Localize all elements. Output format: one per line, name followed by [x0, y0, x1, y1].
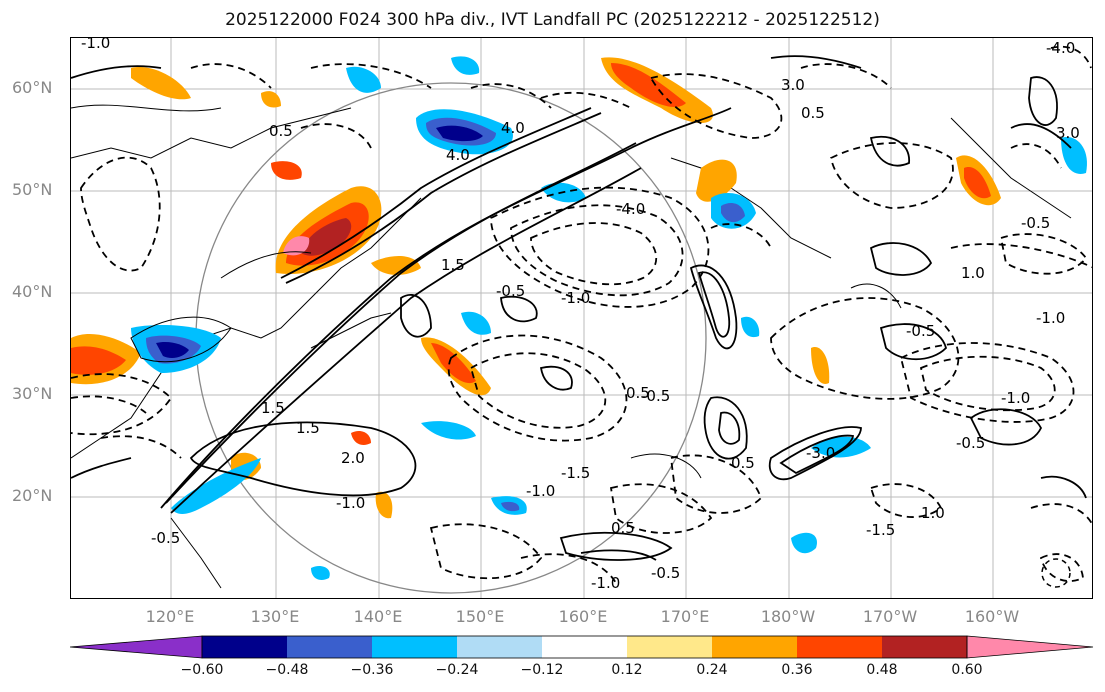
colorbar-tick: 0.12 [611, 662, 643, 678]
contour-label: -1.5 [866, 521, 895, 539]
colorbar-swatch [627, 636, 712, 658]
colorbar-swatch [542, 636, 627, 658]
colorbar-swatch [882, 636, 967, 658]
contour-label: -1.0 [526, 482, 555, 500]
positive-contours [71, 55, 1087, 561]
contour-label: 1.5 [441, 256, 465, 274]
contour-label: -1.0 [81, 38, 110, 52]
contour-label: -1.0 [591, 574, 620, 592]
contour-label: 4.0 [446, 146, 470, 164]
contour-label: 3.0 [781, 76, 805, 94]
colorbar-extend-low [70, 635, 203, 659]
contour-label: -3.0 [806, 444, 835, 462]
contour-label: -0.5 [651, 564, 680, 582]
lon-label-160e: 160°E [558, 607, 608, 626]
map-title: 2025122000 F024 300 hPa div., IVT Landfa… [225, 10, 880, 30]
contour-label: 3.0 [1056, 124, 1080, 142]
contour-label: -0.5 [906, 322, 935, 340]
lon-label-170e: 170°E [660, 607, 710, 626]
contour-label: -4.0 [616, 200, 645, 218]
colorbar-tick: −0.60 [180, 662, 224, 678]
contour-label: -0.5 [496, 282, 525, 300]
colorbar-tick: −0.12 [520, 662, 564, 678]
contour-label: 0.5 [731, 454, 755, 472]
contour-label: 0.5 [801, 104, 825, 122]
colorbar-tick: −0.48 [265, 662, 309, 678]
colorbar-swatch [712, 636, 797, 658]
contour-label: 1.0 [921, 504, 945, 522]
lon-label-140e: 140°E [353, 607, 403, 626]
map-panel: 0.5 1.5 -1.0 3.0 4.0 -4.0 -0.5 -1.0 -0.5… [70, 37, 1093, 599]
contour-label: -1.5 [561, 464, 590, 482]
lon-label-180w: 180°W [760, 607, 816, 626]
colorbar [70, 635, 1094, 659]
contour-label: 0.5 [611, 519, 635, 537]
colorbar-outline [201, 635, 968, 659]
colorbar-swatch [372, 636, 457, 658]
contour-label: -1.0 [1001, 389, 1030, 407]
contour-label: 4.0 [501, 119, 525, 137]
contour-label: -1.0 [1036, 309, 1065, 327]
contour-label: 1.0 [961, 264, 985, 282]
colorbar-tick: 0.36 [781, 662, 813, 678]
colorbar-tick: 0.60 [951, 662, 983, 678]
lat-label-50n: 50°N [12, 180, 53, 199]
negative-contours [71, 45, 1092, 584]
contour-label: -0.5 [1021, 214, 1050, 232]
contour-label: -0.5 [956, 434, 985, 452]
colorbar-tick: 0.24 [696, 662, 728, 678]
lon-label-120e: 120°E [145, 607, 195, 626]
colorbar-tick: −0.36 [350, 662, 394, 678]
graticule [71, 38, 1092, 598]
contour-label: -0.5 [151, 529, 180, 547]
lon-label-170w: 170°W [862, 607, 918, 626]
colorbar-swatch [457, 636, 542, 658]
contour-label: -4.0 [1046, 39, 1075, 57]
lon-label-160w: 160°W [964, 607, 1020, 626]
colorbar-swatch [287, 636, 372, 658]
contour-label: 1.5 [261, 399, 285, 417]
map-plot: 0.5 1.5 -1.0 3.0 4.0 -4.0 -0.5 -1.0 -0.5… [71, 38, 1092, 598]
contour-label: 0.5 [269, 122, 293, 140]
contour-label: 1.5 [296, 419, 320, 437]
lon-label-150e: 150°E [455, 607, 505, 626]
lat-label-60n: 60°N [12, 78, 53, 97]
dashed-circle-marker [1041, 558, 1071, 588]
contour-label: -0.5 [641, 387, 670, 405]
colorbar-tick: −0.24 [435, 662, 479, 678]
contour-label: 2.0 [341, 449, 365, 467]
lat-label-30n: 30°N [12, 384, 53, 403]
lat-label-20n: 20°N [12, 486, 53, 505]
colorbar-extend-high [966, 635, 1094, 659]
contour-label: 0.5 [626, 384, 650, 402]
colorbar-tick: 0.48 [866, 662, 898, 678]
contour-label: -1.0 [561, 289, 590, 307]
contour-labels: 0.5 1.5 -1.0 3.0 4.0 -4.0 -0.5 -1.0 -0.5… [81, 38, 1080, 592]
lon-label-130e: 130°E [250, 607, 300, 626]
colorbar-swatch [202, 636, 287, 658]
colorbar-swatch [797, 636, 882, 658]
contour-label: -1.0 [336, 494, 365, 512]
divergence-shading [71, 56, 1087, 580]
lat-label-40n: 40°N [12, 282, 53, 301]
coastlines [71, 107, 1072, 589]
thin-contours [71, 104, 902, 479]
